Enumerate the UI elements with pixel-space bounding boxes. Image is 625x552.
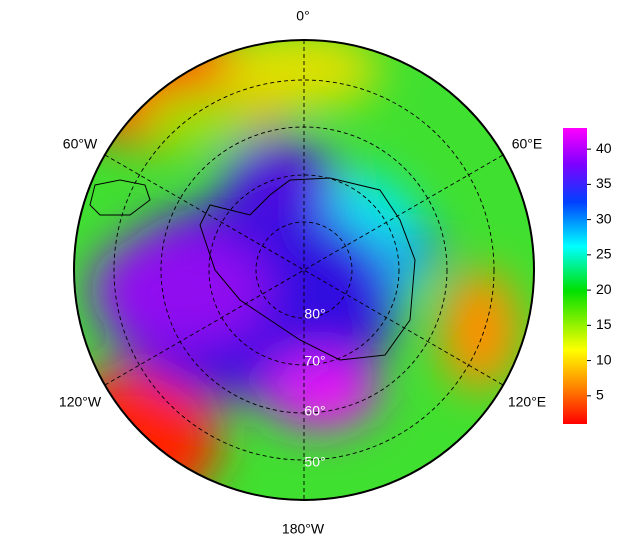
graticule xyxy=(104,40,504,500)
coastline xyxy=(199,177,416,361)
colorbar-tick-label: 10 xyxy=(596,351,612,367)
longitude-label: 60°E xyxy=(512,136,543,152)
colorbar-tick-label: 30 xyxy=(596,210,612,226)
latitude-label: 50° xyxy=(304,454,325,470)
longitude-label: 120°E xyxy=(508,394,546,410)
longitude-label: 120°W xyxy=(59,394,102,410)
longitude-label: 180°W xyxy=(282,521,325,537)
latitude-label: 80° xyxy=(304,306,325,322)
longitude-label: 60°W xyxy=(63,136,98,152)
colorbar-tick-label: 35 xyxy=(596,175,612,191)
longitude-label: 0° xyxy=(296,8,309,24)
colorbar-tick-label: 25 xyxy=(596,246,612,262)
colorbar-tick-label: 15 xyxy=(596,316,612,332)
coastline xyxy=(89,179,151,216)
map-border xyxy=(73,39,535,501)
colorbar-tick-label: 40 xyxy=(596,140,612,156)
ozone-field xyxy=(74,40,534,500)
colorbar-tick-label: 5 xyxy=(596,387,604,403)
colorbar-tick-label: 20 xyxy=(596,281,612,297)
colorbar xyxy=(563,128,587,424)
latitude-label: 60° xyxy=(304,403,325,419)
latitude-label: 70° xyxy=(304,353,325,369)
